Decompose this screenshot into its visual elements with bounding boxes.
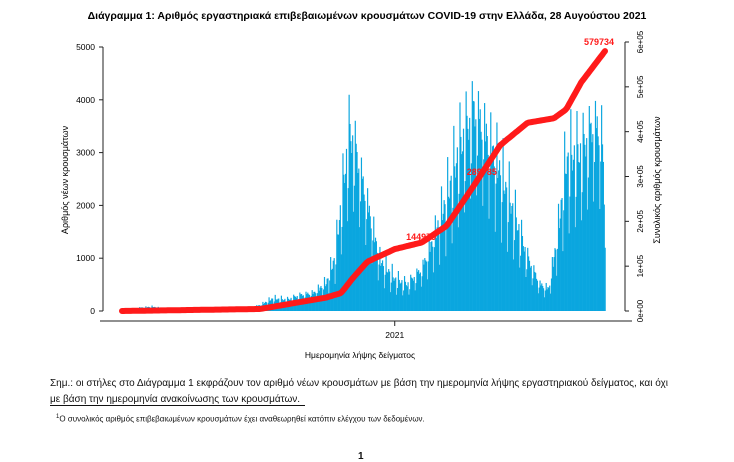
y-axis-label: Αριθμός νέων κρουσμάτων [60, 125, 70, 234]
page-number: 1 [358, 451, 364, 462]
y2-tick-label: 2e+05 [636, 210, 645, 233]
footnote-text: Ο συνολικός αριθμός επιβεβαιωμένων κρουσ… [59, 415, 424, 424]
y2-tick-label: 4e+05 [636, 120, 645, 143]
x-tick-label: 2021 [385, 330, 404, 340]
footnote: 1Ο συνολικός αριθμός επιβεβαιωμένων κρου… [56, 414, 425, 424]
covid-cases-chart: Διάγραμμα 1: Αριθμός εργαστηριακά επιβεβ… [0, 0, 734, 370]
y2-tick-label: 3e+05 [636, 165, 645, 188]
y-tick-label: 4000 [76, 95, 95, 105]
x-axis-label: Ημερομηνία λήψης δείγματος [305, 350, 415, 360]
footnote-divider [50, 405, 305, 406]
y2-axis-label: Συνολικός αριθμός κρουσμάτων [652, 116, 662, 244]
chart-title: Διάγραμμα 1: Αριθμός εργαστηριακά επιβεβ… [88, 10, 647, 22]
cumulative-annotation: 144979 [406, 232, 436, 242]
y2-tick-label: 6e+05 [636, 30, 645, 53]
bars-group [122, 81, 606, 311]
cumulative-annotation: 579734 [584, 37, 614, 47]
y-tick-label: 0 [90, 306, 95, 316]
y-tick-label: 1000 [76, 253, 95, 263]
cumulative-annotation: 289785 [467, 167, 497, 177]
y2-tick-label: 1e+05 [636, 254, 645, 277]
chart-note-line-1: Σημ.: οι στήλες στο Διάγραμμα 1 εκφράζου… [50, 376, 710, 392]
y-tick-label: 5000 [76, 42, 95, 52]
y-tick-label: 2000 [76, 200, 95, 210]
y2-tick-label: 5e+05 [636, 75, 645, 98]
bar [605, 248, 606, 311]
y2-tick-label: 0e+00 [636, 299, 645, 322]
y-tick-label: 3000 [76, 148, 95, 158]
